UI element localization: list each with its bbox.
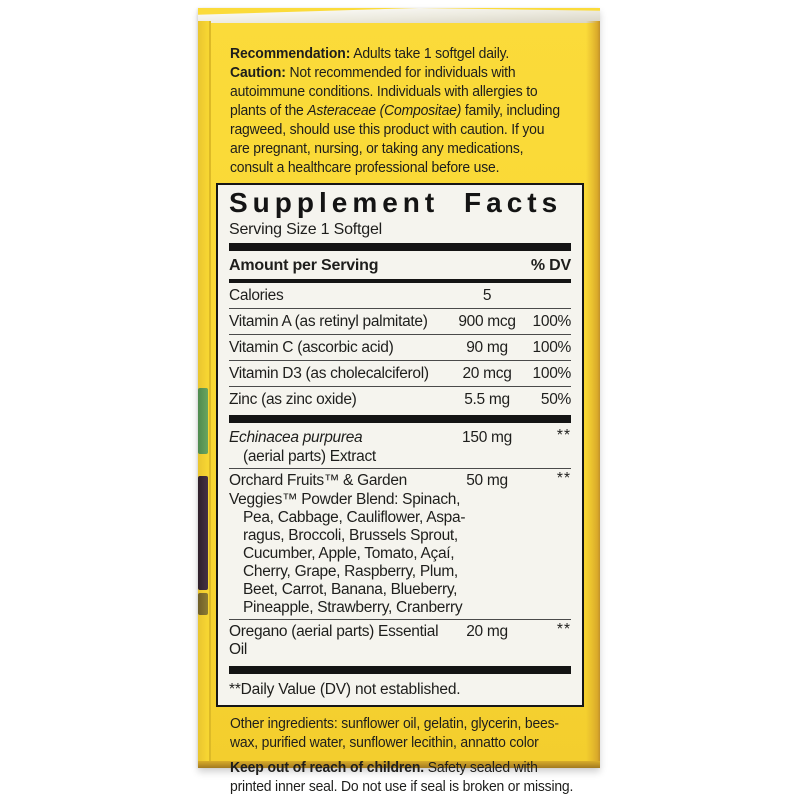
- nutrient-dv: 50%: [540, 390, 571, 408]
- nutrient-amount: 150 mg: [462, 429, 512, 446]
- supplement-box-side-panel: Recommendation: Adults take 1 softgel da…: [198, 8, 600, 795]
- caution-line: family, including: [461, 102, 560, 119]
- divider-hairline: [229, 468, 571, 469]
- orchard-first-line: Orchard Fruits™ & Garden 50 mg **: [229, 469, 571, 490]
- nutrient-dv: **: [556, 427, 571, 444]
- blend-line: Pea, Cabbage, Cauliflower, Aspa-: [243, 508, 466, 526]
- front-panel-olive-edge: [198, 593, 208, 615]
- other-ingredients-line: Other ingredients: sunflower oil, gelati…: [230, 715, 559, 732]
- box-top-edge: [198, 8, 600, 23]
- keep-out-warning: Keep out of reach of children. Safety se…: [230, 758, 582, 796]
- nutrient-name: Vitamin D3 (as cholecalciferol): [229, 364, 429, 382]
- caution-line: are pregnant, nursing, or taking any med…: [230, 140, 524, 157]
- blend-line: Pineapple, Strawberry, Cranberry: [243, 598, 463, 616]
- caution-line: Not recommended for individuals with: [285, 64, 516, 81]
- nutrient-dv: **: [556, 470, 571, 487]
- nutrient-amount: 900 mcg: [458, 312, 516, 330]
- nutrient-name: Vitamin C (ascorbic acid): [229, 338, 394, 356]
- front-panel-purple-edge: [198, 476, 208, 590]
- divider-medium: [229, 279, 571, 283]
- keep-out-line2: printed inner seal. Do not use if seal i…: [230, 778, 574, 795]
- nutrient-dv: 100%: [532, 312, 572, 330]
- nutrient-name-continued: (aerial parts) Extract: [243, 447, 376, 465]
- oregano-line: Oregano (aerial parts) Essential Oil 20 …: [229, 620, 571, 663]
- nutrient-amount: 90 mg: [466, 338, 508, 356]
- supplement-facts-title: Supplement Facts: [229, 187, 563, 218]
- other-ingredients-line: wax, purified water, sunflower lecithin,…: [230, 734, 539, 751]
- fact-row-echinacea: Echinacea purpurea 150 mg ** (aerial par…: [229, 426, 571, 468]
- blend-line: ragus, Broccoli, Brussels Sprout,: [243, 526, 458, 544]
- nutrient-dv: **: [556, 621, 571, 638]
- nutrient-name: Oregano (aerial parts) Essential Oil: [229, 623, 439, 658]
- label-content: Recommendation: Adults take 1 softgel da…: [216, 44, 584, 796]
- keep-out-rest: Safety sealed with: [424, 759, 538, 776]
- divider-thick: [229, 666, 571, 674]
- fact-row-orchard-blend: Orchard Fruits™ & Garden 50 mg ** Veggie…: [229, 469, 571, 619]
- echinacea-second-line: (aerial parts) Extract: [229, 447, 571, 468]
- recommendation-label: Recommendation:: [230, 45, 351, 62]
- orchard-blend-ingredients: Veggies™ Powder Blend: Spinach, Pea, Cab…: [229, 490, 571, 619]
- blend-line: Cherry, Grape, Raspberry, Plum,: [243, 562, 458, 580]
- caution-latin-name: Asteraceae (Compositae): [307, 102, 462, 119]
- box-bottom-edge: [198, 761, 600, 768]
- nutrient-amount: 5.5 mg: [464, 390, 510, 408]
- nutrient-rows: Calories 5 Vitamin A (as retinyl palmita…: [229, 283, 571, 412]
- nutrient-amount: 5: [482, 286, 492, 304]
- fact-row-vitamin-d3: Vitamin D3 (as cholecalciferol) 20 mcg 1…: [229, 360, 571, 386]
- front-panel-green-edge: [198, 388, 208, 454]
- fact-row-zinc: Zinc (as zinc oxide) 5.5 mg 50%: [229, 386, 571, 412]
- nutrient-name: Vitamin A (as retinyl palmitate): [229, 312, 428, 330]
- echinacea-first-line: Echinacea purpurea 150 mg **: [229, 426, 571, 447]
- nutrient-name: Orchard Fruits™ & Garden: [229, 472, 407, 489]
- percent-dv-header: % DV: [530, 257, 571, 274]
- fact-row-vitamin-c: Vitamin C (ascorbic acid) 90 mg 100%: [229, 334, 571, 360]
- nutrient-amount: 20 mg: [466, 623, 508, 640]
- fact-row-calories: Calories 5: [229, 283, 571, 308]
- nutrient-amount: 20 mcg: [462, 364, 512, 382]
- nutrient-name: Zinc (as zinc oxide): [229, 390, 357, 408]
- other-ingredients: Other ingredients: sunflower oil, gelati…: [230, 714, 582, 752]
- box-right-fold-shade: [586, 21, 600, 761]
- recommendation-text: Adults take 1 softgel daily.: [350, 45, 510, 62]
- recommendation-caution-text: Recommendation: Adults take 1 softgel da…: [230, 44, 582, 177]
- divider-thick: [229, 415, 571, 423]
- divider-thick: [229, 243, 571, 251]
- caution-line: autoimmune conditions. Individuals with …: [230, 83, 538, 100]
- blend-line: Veggies™ Powder Blend: Spinach,: [229, 490, 461, 508]
- facts-header-row: Amount per Serving % DV: [229, 254, 571, 279]
- caution-line: plants of the: [230, 102, 308, 119]
- nutrient-name: Echinacea purpurea: [229, 429, 449, 447]
- serving-size: Serving Size 1 Softgel: [229, 221, 383, 238]
- nutrient-name: Calories: [229, 286, 284, 304]
- nutrient-dv: 100%: [532, 338, 572, 356]
- fact-row-oregano: Oregano (aerial parts) Essential Oil 20 …: [229, 620, 571, 663]
- echinacea-latin-name: Echinacea purpurea: [229, 429, 363, 446]
- fact-row-vitamin-a: Vitamin A (as retinyl palmitate) 900 mcg…: [229, 308, 571, 334]
- box-left-edge: [198, 21, 211, 761]
- supplement-facts-panel: Supplement Facts Serving Size 1 Softgel …: [216, 183, 584, 707]
- keep-out-bold: Keep out of reach of children.: [230, 759, 425, 776]
- divider-hairline: [229, 619, 571, 620]
- caution-line: consult a healthcare professional before…: [230, 159, 500, 176]
- caution-line: ragweed, should use this product with ca…: [230, 121, 545, 138]
- blend-line: Cucumber, Apple, Tomato, Açaí,: [243, 544, 455, 562]
- blend-line: Beet, Carrot, Banana, Blueberry,: [243, 580, 458, 598]
- amount-per-serving-header: Amount per Serving: [229, 257, 379, 274]
- nutrient-dv: 100%: [532, 364, 572, 382]
- caution-label: Caution:: [230, 64, 286, 81]
- box-fold-line: [209, 21, 211, 761]
- nutrient-amount: 50 mg: [466, 472, 508, 489]
- dv-footnote: **Daily Value (DV) not established.: [229, 681, 461, 698]
